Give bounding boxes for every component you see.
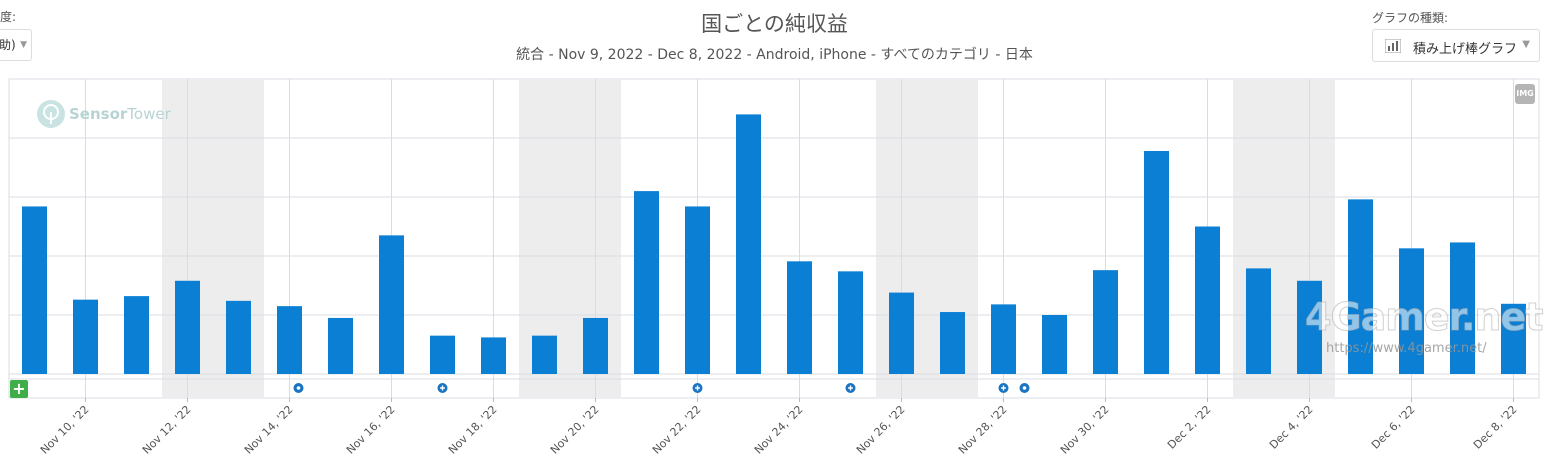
x-tick-label: Dec 8, '22: [1471, 403, 1520, 452]
chart-type-value: 積み上げ棒グラフ: [1413, 42, 1518, 57]
bar: [889, 292, 914, 374]
bar: [277, 306, 302, 374]
image-export-button[interactable]: IMG: [1515, 84, 1535, 104]
bar: [1144, 150, 1169, 374]
x-tick-label: Nov 12, '22: [140, 403, 194, 456]
left-control-label: 度:: [0, 10, 17, 24]
chevron-down-icon: ▼: [20, 40, 27, 50]
x-tick-label: Dec 2, '22: [1165, 403, 1214, 452]
x-tick-label: Nov 28, '22: [956, 403, 1010, 456]
chart-title: 国ごとの純収益: [701, 12, 848, 36]
chevron-down-icon: ▼: [1522, 39, 1530, 50]
x-tick-label: Dec 4, '22: [1267, 403, 1316, 452]
add-event-button[interactable]: +: [10, 380, 28, 398]
x-tick-label: Dec 6, '22: [1369, 403, 1418, 452]
x-tick-label: Nov 18, '22: [446, 403, 500, 456]
bar: [1348, 199, 1373, 374]
bar: [1042, 315, 1067, 374]
x-tick-label: Nov 24, '22: [752, 403, 806, 456]
x-tick-label: Nov 20, '22: [548, 403, 602, 456]
x-tick-label: Nov 14, '22: [242, 403, 296, 456]
bar: [226, 300, 251, 374]
chart-type-select[interactable]: 積み上げ棒グラフ ▼: [1372, 29, 1540, 62]
sensortower-logo-icon: [36, 99, 66, 133]
x-tick-label: Nov 16, '22: [344, 403, 398, 456]
bar: [1246, 268, 1271, 374]
bar: [1297, 280, 1322, 374]
4gamer-url-watermark: https://www.4gamer.net/: [1326, 341, 1487, 356]
bar: [430, 335, 455, 374]
bar: [124, 296, 149, 374]
bar: [838, 271, 863, 374]
bar: [22, 206, 47, 374]
bar: [940, 312, 965, 374]
bar: [787, 261, 812, 374]
chart-subtitle: 統合 - Nov 9, 2022 - Dec 8, 2022 - Android…: [516, 47, 1033, 63]
bar: [175, 280, 200, 374]
x-tick-label: Nov 30, '22: [1058, 403, 1112, 456]
bar: [1450, 242, 1475, 374]
bar: [328, 317, 353, 374]
bar: [481, 337, 506, 374]
bar: [685, 206, 710, 374]
bar: [1195, 226, 1220, 374]
bar: [583, 317, 608, 374]
x-tick-label: Nov 10, '22: [38, 403, 92, 456]
4gamer-watermark: 4Gamer.net: [1304, 295, 1543, 340]
bar: [991, 304, 1016, 374]
x-tick-label: Nov 26, '22: [854, 403, 908, 456]
bar: [1501, 303, 1526, 374]
bar: [634, 191, 659, 374]
granularity-select-value: 助): [0, 38, 16, 52]
bar: [736, 114, 761, 375]
bar: [379, 235, 404, 374]
sensortower-watermark: SensorTower: [69, 105, 171, 123]
bar-chart-icon: [1385, 39, 1401, 53]
x-tick-label: Nov 22, '22: [650, 403, 704, 456]
bar: [73, 299, 98, 374]
chart-type-label: グラフの種類:: [1372, 11, 1449, 25]
bar: [532, 335, 557, 374]
bar: [1399, 248, 1424, 374]
bar: [1093, 270, 1118, 374]
granularity-select[interactable]: 助) ▼: [0, 29, 32, 61]
